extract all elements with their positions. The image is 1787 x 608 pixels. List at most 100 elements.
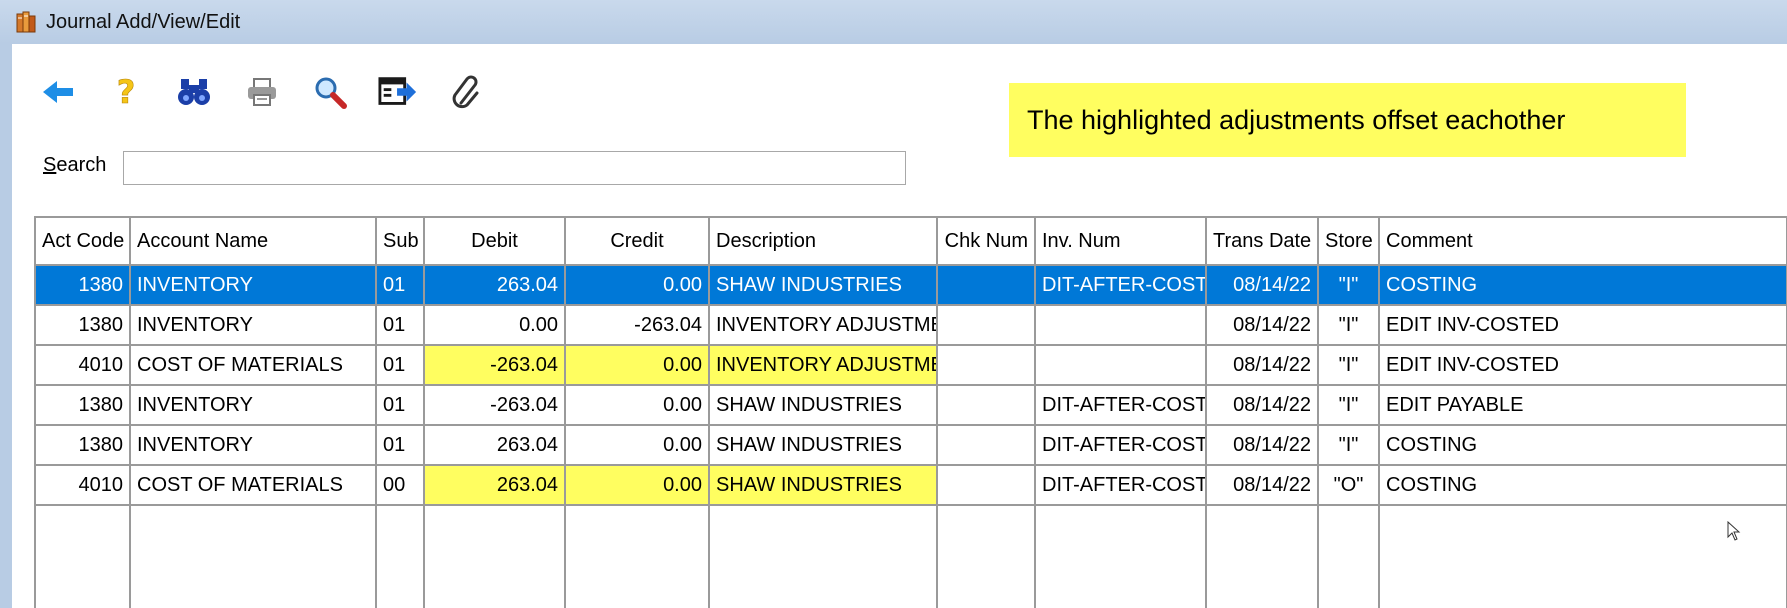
cell-debit[interactable]: 263.04 xyxy=(424,425,566,466)
empty-cell[interactable] xyxy=(1206,505,1319,608)
col-header-description[interactable]: Description xyxy=(709,218,938,266)
empty-cell[interactable] xyxy=(565,505,710,608)
table-row[interactable]: 1380 INVENTORY 01 0.00 -263.04 INVENTORY ADJU… xyxy=(36,305,1787,346)
cell-credit[interactable]: -263.04 xyxy=(565,305,710,346)
cell-trans-date[interactable]: 08/14/22 xyxy=(1206,465,1319,506)
empty-cell[interactable] xyxy=(709,505,938,608)
zoom-button[interactable] xyxy=(310,72,350,112)
col-header-inv-num[interactable]: Inv. Num xyxy=(1035,218,1207,266)
cell-inv-num[interactable]: DIT-AFTER-COSTING xyxy=(1035,385,1207,426)
cell-inv-num[interactable] xyxy=(1035,305,1207,346)
cell-debit[interactable]: 263.04 xyxy=(424,465,566,506)
cell-chk-num[interactable] xyxy=(937,265,1036,306)
cell-debit[interactable]: 0.00 xyxy=(424,305,566,346)
back-button[interactable] xyxy=(38,72,78,112)
empty-cell[interactable] xyxy=(1035,505,1207,608)
cell-account-name[interactable]: INVENTORY xyxy=(130,425,377,466)
cell-act-code[interactable]: 4010 xyxy=(36,345,131,386)
cell-sub[interactable]: 00 xyxy=(376,465,425,506)
print-button[interactable] xyxy=(242,72,282,112)
cell-inv-num[interactable]: DIT-AFTER-COSTING xyxy=(1035,265,1207,306)
cell-description[interactable]: INVENTORY ADJUSTMENT xyxy=(709,345,938,386)
cell-comment[interactable]: COSTING xyxy=(1379,265,1787,306)
cell-description[interactable]: SHAW INDUSTRIES xyxy=(709,265,938,306)
cell-inv-num[interactable]: DIT-AFTER-COSTING xyxy=(1035,465,1207,506)
cell-description[interactable]: INVENTORY ADJUSTMENT xyxy=(709,305,938,346)
cell-store[interactable]: "I" xyxy=(1318,305,1380,346)
cell-trans-date[interactable]: 08/14/22 xyxy=(1206,425,1319,466)
col-header-trans-date[interactable]: Trans Date xyxy=(1206,218,1319,266)
cell-description[interactable]: SHAW INDUSTRIES xyxy=(709,465,938,506)
cell-sub[interactable]: 01 xyxy=(376,265,425,306)
cell-act-code[interactable]: 1380 xyxy=(36,385,131,426)
cell-store[interactable]: "I" xyxy=(1318,385,1380,426)
empty-cell[interactable] xyxy=(1318,505,1380,608)
cell-act-code[interactable]: 1380 xyxy=(36,265,131,306)
find-button[interactable] xyxy=(174,72,214,112)
cell-debit[interactable]: 263.04 xyxy=(424,265,566,306)
empty-cell[interactable] xyxy=(1379,505,1787,608)
cell-credit[interactable]: 0.00 xyxy=(565,425,710,466)
cell-credit[interactable]: 0.00 xyxy=(565,385,710,426)
cell-inv-num[interactable]: DIT-AFTER-COSTING xyxy=(1035,425,1207,466)
cell-sub[interactable]: 01 xyxy=(376,345,425,386)
cell-trans-date[interactable]: 08/14/22 xyxy=(1206,385,1319,426)
empty-cell[interactable] xyxy=(424,505,566,608)
cell-comment[interactable]: COSTING xyxy=(1379,465,1787,506)
col-header-store[interactable]: Store xyxy=(1318,218,1380,266)
cell-sub[interactable]: 01 xyxy=(376,385,425,426)
cell-debit[interactable]: -263.04 xyxy=(424,345,566,386)
cell-account-name[interactable]: INVENTORY xyxy=(130,385,377,426)
cell-comment[interactable]: EDIT INV-COSTED xyxy=(1379,345,1787,386)
empty-cell[interactable] xyxy=(937,505,1036,608)
col-header-act-code[interactable]: Act Code xyxy=(36,218,131,266)
cell-account-name[interactable]: COST OF MATERIALS xyxy=(130,345,377,386)
col-header-sub[interactable]: Sub xyxy=(376,218,425,266)
cell-account-name[interactable]: INVENTORY xyxy=(130,305,377,346)
table-row[interactable]: 4010 COST OF MATERIALS 00 263.04 0.00 SHAW IN… xyxy=(36,465,1787,506)
cell-trans-date[interactable]: 08/14/22 xyxy=(1206,265,1319,306)
col-header-credit[interactable]: Credit xyxy=(565,218,710,266)
col-header-comment[interactable]: Comment xyxy=(1379,218,1787,266)
col-header-account-name[interactable]: Account Name xyxy=(130,218,377,266)
attach-button[interactable] xyxy=(446,72,486,112)
cell-credit[interactable]: 0.00 xyxy=(565,345,710,386)
cell-account-name[interactable]: INVENTORY xyxy=(130,265,377,306)
cell-sub[interactable]: 01 xyxy=(376,425,425,466)
cell-chk-num[interactable] xyxy=(937,345,1036,386)
cell-credit[interactable]: 0.00 xyxy=(565,265,710,306)
cell-store[interactable]: "I" xyxy=(1318,345,1380,386)
cell-comment[interactable]: COSTING xyxy=(1379,425,1787,466)
export-button[interactable] xyxy=(378,72,418,112)
empty-cell[interactable] xyxy=(376,505,425,608)
cell-credit[interactable]: 0.00 xyxy=(565,465,710,506)
col-header-chk-num[interactable]: Chk Num xyxy=(937,218,1036,266)
cell-comment[interactable]: EDIT PAYABLE xyxy=(1379,385,1787,426)
empty-cell[interactable] xyxy=(36,505,131,608)
cell-sub[interactable]: 01 xyxy=(376,305,425,346)
cell-trans-date[interactable]: 08/14/22 xyxy=(1206,305,1319,346)
cell-account-name[interactable]: COST OF MATERIALS xyxy=(130,465,377,506)
cell-chk-num[interactable] xyxy=(937,465,1036,506)
table-row[interactable]: 1380 INVENTORY 01 -263.04 0.00 SHAW INDUSTRIE… xyxy=(36,385,1787,426)
table-row[interactable]: 1380 INVENTORY 01 263.04 0.00 SHAW INDUSTRIES… xyxy=(36,425,1787,466)
cell-description[interactable]: SHAW INDUSTRIES xyxy=(709,425,938,466)
cell-act-code[interactable]: 1380 xyxy=(36,425,131,466)
cell-act-code[interactable]: 1380 xyxy=(36,305,131,346)
cell-chk-num[interactable] xyxy=(937,425,1036,466)
cell-comment[interactable]: EDIT INV-COSTED xyxy=(1379,305,1787,346)
cell-description[interactable]: SHAW INDUSTRIES xyxy=(709,385,938,426)
table-row[interactable]: 1380 INVENTORY 01 263.04 0.00 SHAW INDUSTRIES… xyxy=(36,265,1787,306)
search-input[interactable] xyxy=(123,151,906,185)
empty-cell[interactable] xyxy=(130,505,377,608)
cell-chk-num[interactable] xyxy=(937,385,1036,426)
cell-store[interactable]: "I" xyxy=(1318,265,1380,306)
cell-chk-num[interactable] xyxy=(937,305,1036,346)
cell-store[interactable]: "O" xyxy=(1318,465,1380,506)
col-header-debit[interactable]: Debit xyxy=(424,218,566,266)
cell-debit[interactable]: -263.04 xyxy=(424,385,566,426)
cell-inv-num[interactable] xyxy=(1035,345,1207,386)
empty-row[interactable] xyxy=(36,505,1787,608)
table-row[interactable]: 4010 COST OF MATERIALS 01 -263.04 0.00 INVENT… xyxy=(36,345,1787,386)
help-button[interactable]: ? xyxy=(106,72,146,112)
